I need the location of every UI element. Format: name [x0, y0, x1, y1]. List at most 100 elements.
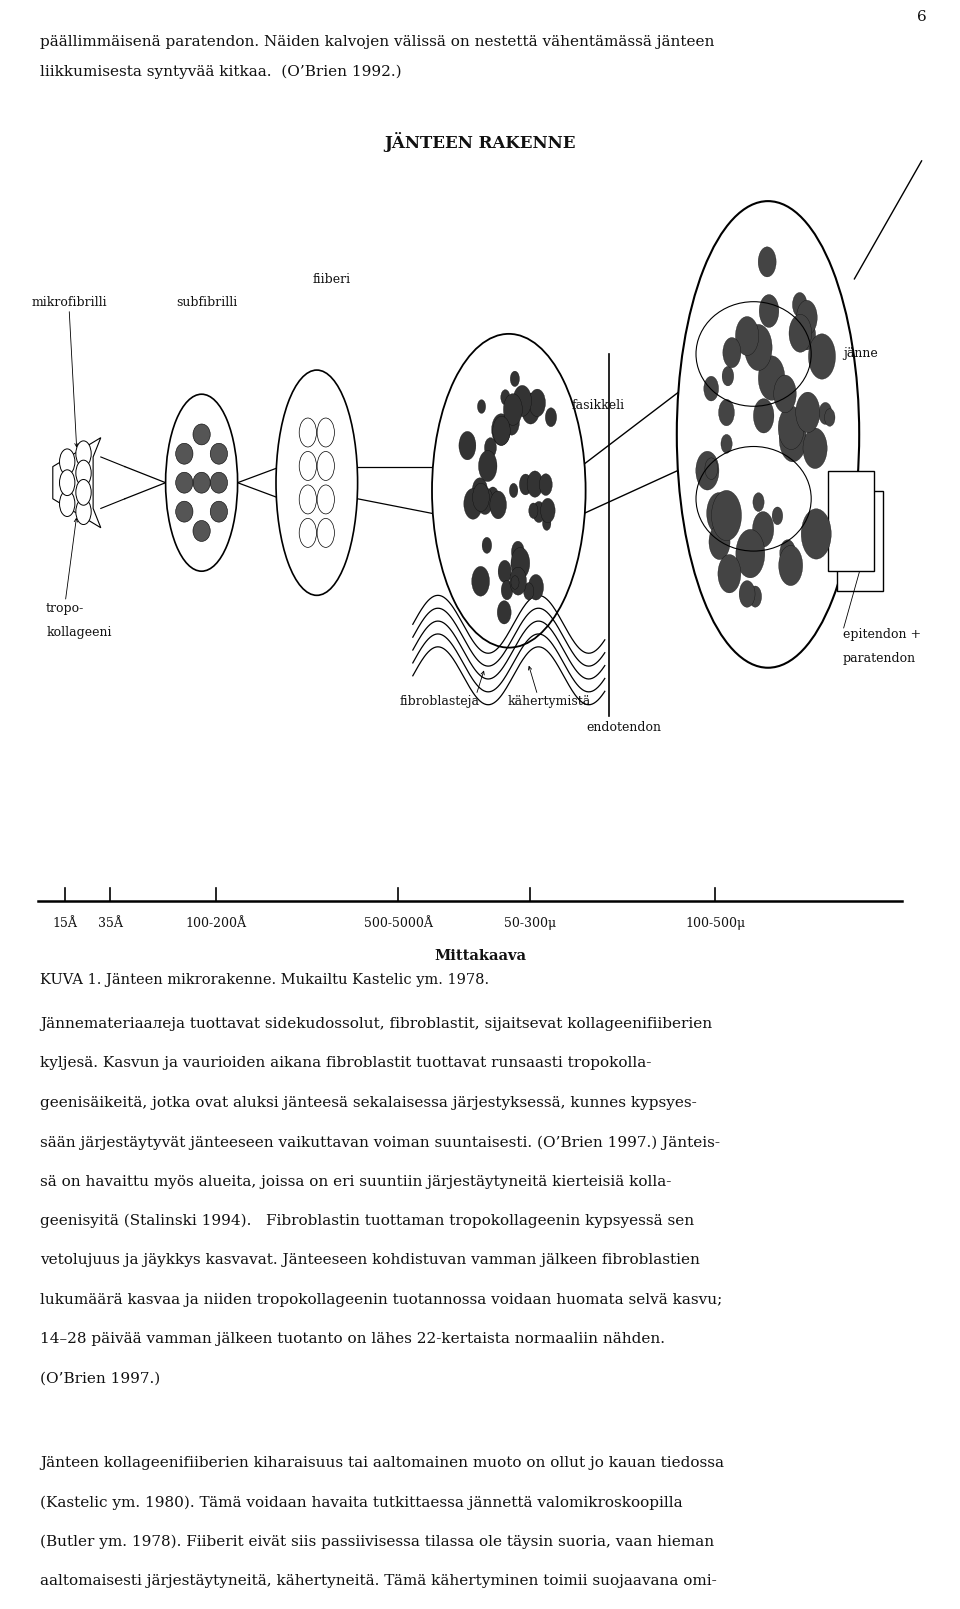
Text: (O’Brien 1997.): (O’Brien 1997.)	[40, 1371, 160, 1385]
Ellipse shape	[317, 518, 334, 547]
Circle shape	[504, 409, 519, 434]
Circle shape	[779, 545, 803, 586]
Ellipse shape	[317, 418, 334, 447]
Circle shape	[825, 409, 835, 426]
Circle shape	[528, 574, 543, 600]
Circle shape	[482, 537, 492, 553]
Circle shape	[529, 504, 538, 518]
Circle shape	[707, 492, 732, 534]
Ellipse shape	[176, 444, 193, 465]
Ellipse shape	[176, 502, 193, 521]
Circle shape	[529, 389, 545, 417]
Circle shape	[511, 576, 519, 589]
Circle shape	[76, 499, 91, 525]
Circle shape	[758, 356, 785, 401]
Ellipse shape	[300, 484, 317, 513]
Circle shape	[510, 566, 526, 595]
Circle shape	[711, 491, 741, 541]
Ellipse shape	[432, 335, 586, 648]
Circle shape	[772, 507, 782, 525]
Circle shape	[492, 414, 511, 446]
Circle shape	[545, 407, 557, 426]
Text: 14–28 päivää vamman jälkeen tuotanto on lähes 22-kertaista normaaliin nähden.: 14–28 päivää vamman jälkeen tuotanto on …	[40, 1332, 665, 1347]
Text: Mittakaava: Mittakaava	[434, 949, 526, 964]
Text: paratendon: paratendon	[843, 652, 916, 665]
Circle shape	[704, 377, 719, 401]
Circle shape	[723, 338, 741, 368]
Circle shape	[749, 586, 761, 607]
Circle shape	[753, 512, 774, 547]
Circle shape	[735, 317, 758, 356]
Ellipse shape	[677, 201, 859, 668]
Circle shape	[739, 581, 756, 607]
Text: kollageeni: kollageeni	[46, 626, 111, 639]
Text: (Kastelic ym. 1980). Tämä voidaan havaita tutkittaessa jännettä valomikroskoopil: (Kastelic ym. 1980). Tämä voidaan havait…	[40, 1496, 683, 1509]
Circle shape	[719, 399, 734, 426]
Ellipse shape	[210, 444, 228, 465]
Text: kähertymistä: kähertymistä	[508, 695, 590, 708]
Circle shape	[779, 405, 804, 449]
Circle shape	[478, 451, 497, 481]
Circle shape	[501, 581, 513, 600]
Circle shape	[521, 393, 540, 425]
Text: JÄNTEEN RAKENNE: JÄNTEEN RAKENNE	[384, 132, 576, 151]
Ellipse shape	[210, 473, 228, 492]
Circle shape	[758, 246, 776, 277]
Text: subfibrilli: subfibrilli	[176, 296, 237, 309]
Circle shape	[464, 489, 482, 520]
Circle shape	[797, 301, 817, 335]
Text: Jännemateriaалeja tuottavat sidekudossolut, fibroblastit, sijaitsevat kollageeni: Jännemateriaалeja tuottavat sidekudossol…	[40, 1017, 712, 1031]
Text: (Butler ym. 1978). Fiiberit eivät siis passiivisessa tilassa ole täysin suoria, : (Butler ym. 1978). Fiiberit eivät siis p…	[40, 1535, 714, 1549]
Circle shape	[511, 547, 530, 579]
Circle shape	[540, 499, 555, 523]
Text: 35Å: 35Å	[98, 917, 123, 930]
Circle shape	[472, 478, 488, 504]
Ellipse shape	[210, 502, 228, 521]
Circle shape	[519, 475, 532, 496]
Text: fibroblasteja: fibroblasteja	[399, 695, 480, 708]
Text: mikrofibrilli: mikrofibrilli	[32, 296, 107, 309]
Bar	[837, 491, 883, 591]
Circle shape	[76, 479, 91, 505]
Circle shape	[780, 417, 806, 462]
Circle shape	[471, 566, 490, 597]
Ellipse shape	[300, 452, 317, 481]
Circle shape	[722, 367, 733, 386]
Text: geenisäikeitä, jotka ovat aluksi jänteesä sekalaisessa järjestyksessä, kunnes ky: geenisäikeitä, jotka ovat aluksi jäntees…	[40, 1096, 697, 1110]
Circle shape	[542, 516, 551, 531]
Circle shape	[477, 488, 493, 515]
Circle shape	[803, 428, 828, 468]
Text: 100-200Å: 100-200Å	[185, 917, 247, 930]
Circle shape	[501, 389, 510, 405]
Circle shape	[753, 492, 764, 512]
Text: 500-5000Å: 500-5000Å	[364, 917, 433, 930]
Circle shape	[498, 560, 512, 582]
Ellipse shape	[276, 370, 357, 595]
Circle shape	[798, 320, 816, 349]
Circle shape	[60, 470, 75, 496]
Text: lukumäärä kasvaa ja niiden tropokollageenin tuotannossa voidaan huomata selvä ka: lukumäärä kasvaa ja niiden tropokollagee…	[40, 1294, 723, 1307]
Text: jänne: jänne	[843, 348, 877, 360]
Text: geenisyitä (Stalinski 1994).   Fibroblastin tuottaman tropokollageenin kypsyessä: geenisyitä (Stalinski 1994). Fibroblasti…	[40, 1213, 694, 1228]
Ellipse shape	[176, 473, 193, 492]
Circle shape	[503, 394, 522, 425]
Circle shape	[780, 539, 796, 566]
Text: sä on havaittu myös alueita, joissa on eri suuntiin järjestäytyneitä kierteisiä : sä on havaittu myös alueita, joissa on e…	[40, 1175, 672, 1189]
Circle shape	[718, 555, 741, 592]
Circle shape	[487, 488, 499, 507]
Text: endotendon: endotendon	[587, 721, 661, 734]
Text: tropo-: tropo-	[46, 602, 84, 615]
Circle shape	[819, 402, 832, 425]
Circle shape	[540, 473, 552, 496]
Ellipse shape	[317, 452, 334, 481]
Circle shape	[490, 491, 507, 518]
Circle shape	[497, 600, 511, 624]
Text: 6: 6	[917, 11, 926, 24]
Circle shape	[708, 525, 730, 560]
Text: fiiberi: fiiberi	[312, 274, 350, 286]
Text: aaltomaisesti järjestäytyneitä, kähertyneitä. Tämä kähertyminen toimii suojaavan: aaltomaisesti järjestäytyneitä, kähertyn…	[40, 1574, 717, 1588]
Circle shape	[808, 333, 835, 380]
Circle shape	[721, 434, 732, 454]
Text: epitendon +: epitendon +	[843, 628, 921, 640]
Ellipse shape	[193, 521, 210, 541]
